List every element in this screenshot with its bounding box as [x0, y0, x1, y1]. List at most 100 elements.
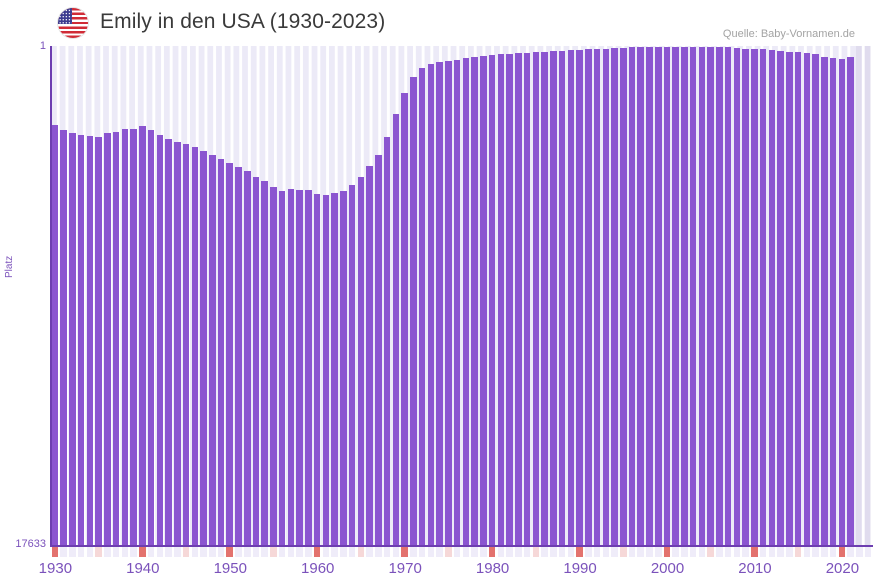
- x-tick-minor: [567, 547, 575, 557]
- page-title: Emily in den USA (1930-2023): [100, 10, 386, 33]
- x-tick-minor: [296, 547, 303, 557]
- bar: [60, 130, 67, 546]
- bar: [278, 191, 286, 546]
- bar: [672, 47, 679, 546]
- bar: [593, 49, 601, 546]
- x-tick-minor: [864, 547, 872, 557]
- x-tick-minor: [60, 547, 67, 557]
- bar: [803, 53, 811, 546]
- x-tick-minor: [112, 547, 120, 557]
- x-tick-minor: [86, 547, 94, 557]
- bar: [567, 50, 575, 546]
- bar: [506, 54, 513, 546]
- x-tick-minor: [856, 547, 863, 557]
- bar: [532, 52, 540, 546]
- x-tick-decade: [226, 547, 234, 557]
- x-tick-minor: [602, 547, 610, 557]
- x-tick-decade: [313, 547, 321, 557]
- x-tick-minor: [847, 547, 854, 557]
- bar: [226, 163, 234, 546]
- x-tick-minor: [497, 547, 505, 557]
- bar: [340, 191, 347, 546]
- bar: [174, 142, 181, 546]
- bar: [847, 57, 854, 546]
- x-tick-minor: [209, 547, 216, 557]
- bar: [392, 114, 400, 546]
- x-tick-minor: [768, 547, 776, 557]
- x-tick-decade: [838, 547, 846, 557]
- x-tick-decade: [751, 547, 758, 557]
- x-tick-minor: [340, 547, 347, 557]
- x-axis-ticks: [51, 547, 873, 557]
- x-axis-tick-label: 1980: [475, 560, 510, 577]
- bar: [838, 59, 846, 546]
- y-axis-label-bottom: 17633: [15, 538, 46, 550]
- source-attribution: Quelle: Baby-Vornamen.de: [722, 28, 855, 40]
- x-tick-minor: [69, 547, 76, 557]
- bar: [471, 57, 478, 546]
- bar: [357, 177, 365, 546]
- bar: [348, 185, 356, 546]
- x-tick-minor: [550, 547, 557, 557]
- bar: [200, 151, 207, 546]
- bar: [95, 137, 102, 546]
- x-axis-tick-label: 1930: [38, 560, 73, 577]
- bar: [523, 53, 531, 546]
- x-tick-minor: [348, 547, 356, 557]
- bar: [515, 53, 522, 546]
- x-tick-minor: [383, 547, 391, 557]
- bar: [182, 144, 190, 546]
- x-axis-tick-label: 1960: [301, 560, 335, 577]
- x-axis-tick-label: 2010: [738, 560, 772, 577]
- x-tick-minor: [130, 547, 137, 557]
- bar: [541, 52, 548, 546]
- x-tick-minor: [77, 547, 85, 557]
- x-tick-minor: [427, 547, 435, 557]
- x-axis-line: [51, 545, 873, 547]
- chart-header: Emily in den USA (1930-2023) Quelle: Bab…: [0, 0, 873, 42]
- x-tick-minor: [462, 547, 470, 557]
- no-data-region: [855, 46, 873, 546]
- flag-canton: [58, 8, 73, 25]
- x-tick-decade: [488, 547, 496, 557]
- bar: [689, 47, 697, 546]
- x-tick-minor: [558, 547, 566, 557]
- bar: [716, 47, 723, 546]
- x-tick-half: [357, 547, 365, 557]
- x-tick-minor: [165, 547, 172, 557]
- x-tick-minor: [287, 547, 295, 557]
- bar: [488, 55, 496, 546]
- bar: [681, 47, 688, 546]
- bar: [383, 137, 391, 546]
- bar: [480, 56, 487, 546]
- x-tick-minor: [366, 547, 373, 557]
- y-axis-label-top: 1: [39, 40, 46, 52]
- x-tick-minor: [104, 547, 111, 557]
- x-tick-minor: [252, 547, 260, 557]
- bar: [130, 129, 137, 546]
- x-tick-half: [270, 547, 277, 557]
- x-tick-minor: [829, 547, 837, 557]
- x-tick-decade: [576, 547, 583, 557]
- x-tick-minor: [646, 547, 653, 557]
- x-tick-minor: [637, 547, 645, 557]
- x-tick-minor: [453, 547, 461, 557]
- bar: [733, 48, 741, 546]
- bar: [313, 194, 321, 546]
- bar: [112, 132, 120, 546]
- bar: [252, 177, 260, 546]
- x-tick-minor: [742, 547, 749, 557]
- x-tick-minor: [541, 547, 548, 557]
- bar: [139, 126, 146, 546]
- x-axis-tick-label: 2000: [650, 560, 685, 577]
- bar: [261, 181, 268, 546]
- bar: [305, 190, 312, 546]
- bar: [366, 166, 373, 546]
- bar: [191, 147, 199, 546]
- x-tick-minor: [672, 547, 679, 557]
- x-tick-half: [532, 547, 540, 557]
- bar: [418, 68, 426, 546]
- us-flag-icon: [58, 8, 88, 38]
- x-tick-minor: [515, 547, 522, 557]
